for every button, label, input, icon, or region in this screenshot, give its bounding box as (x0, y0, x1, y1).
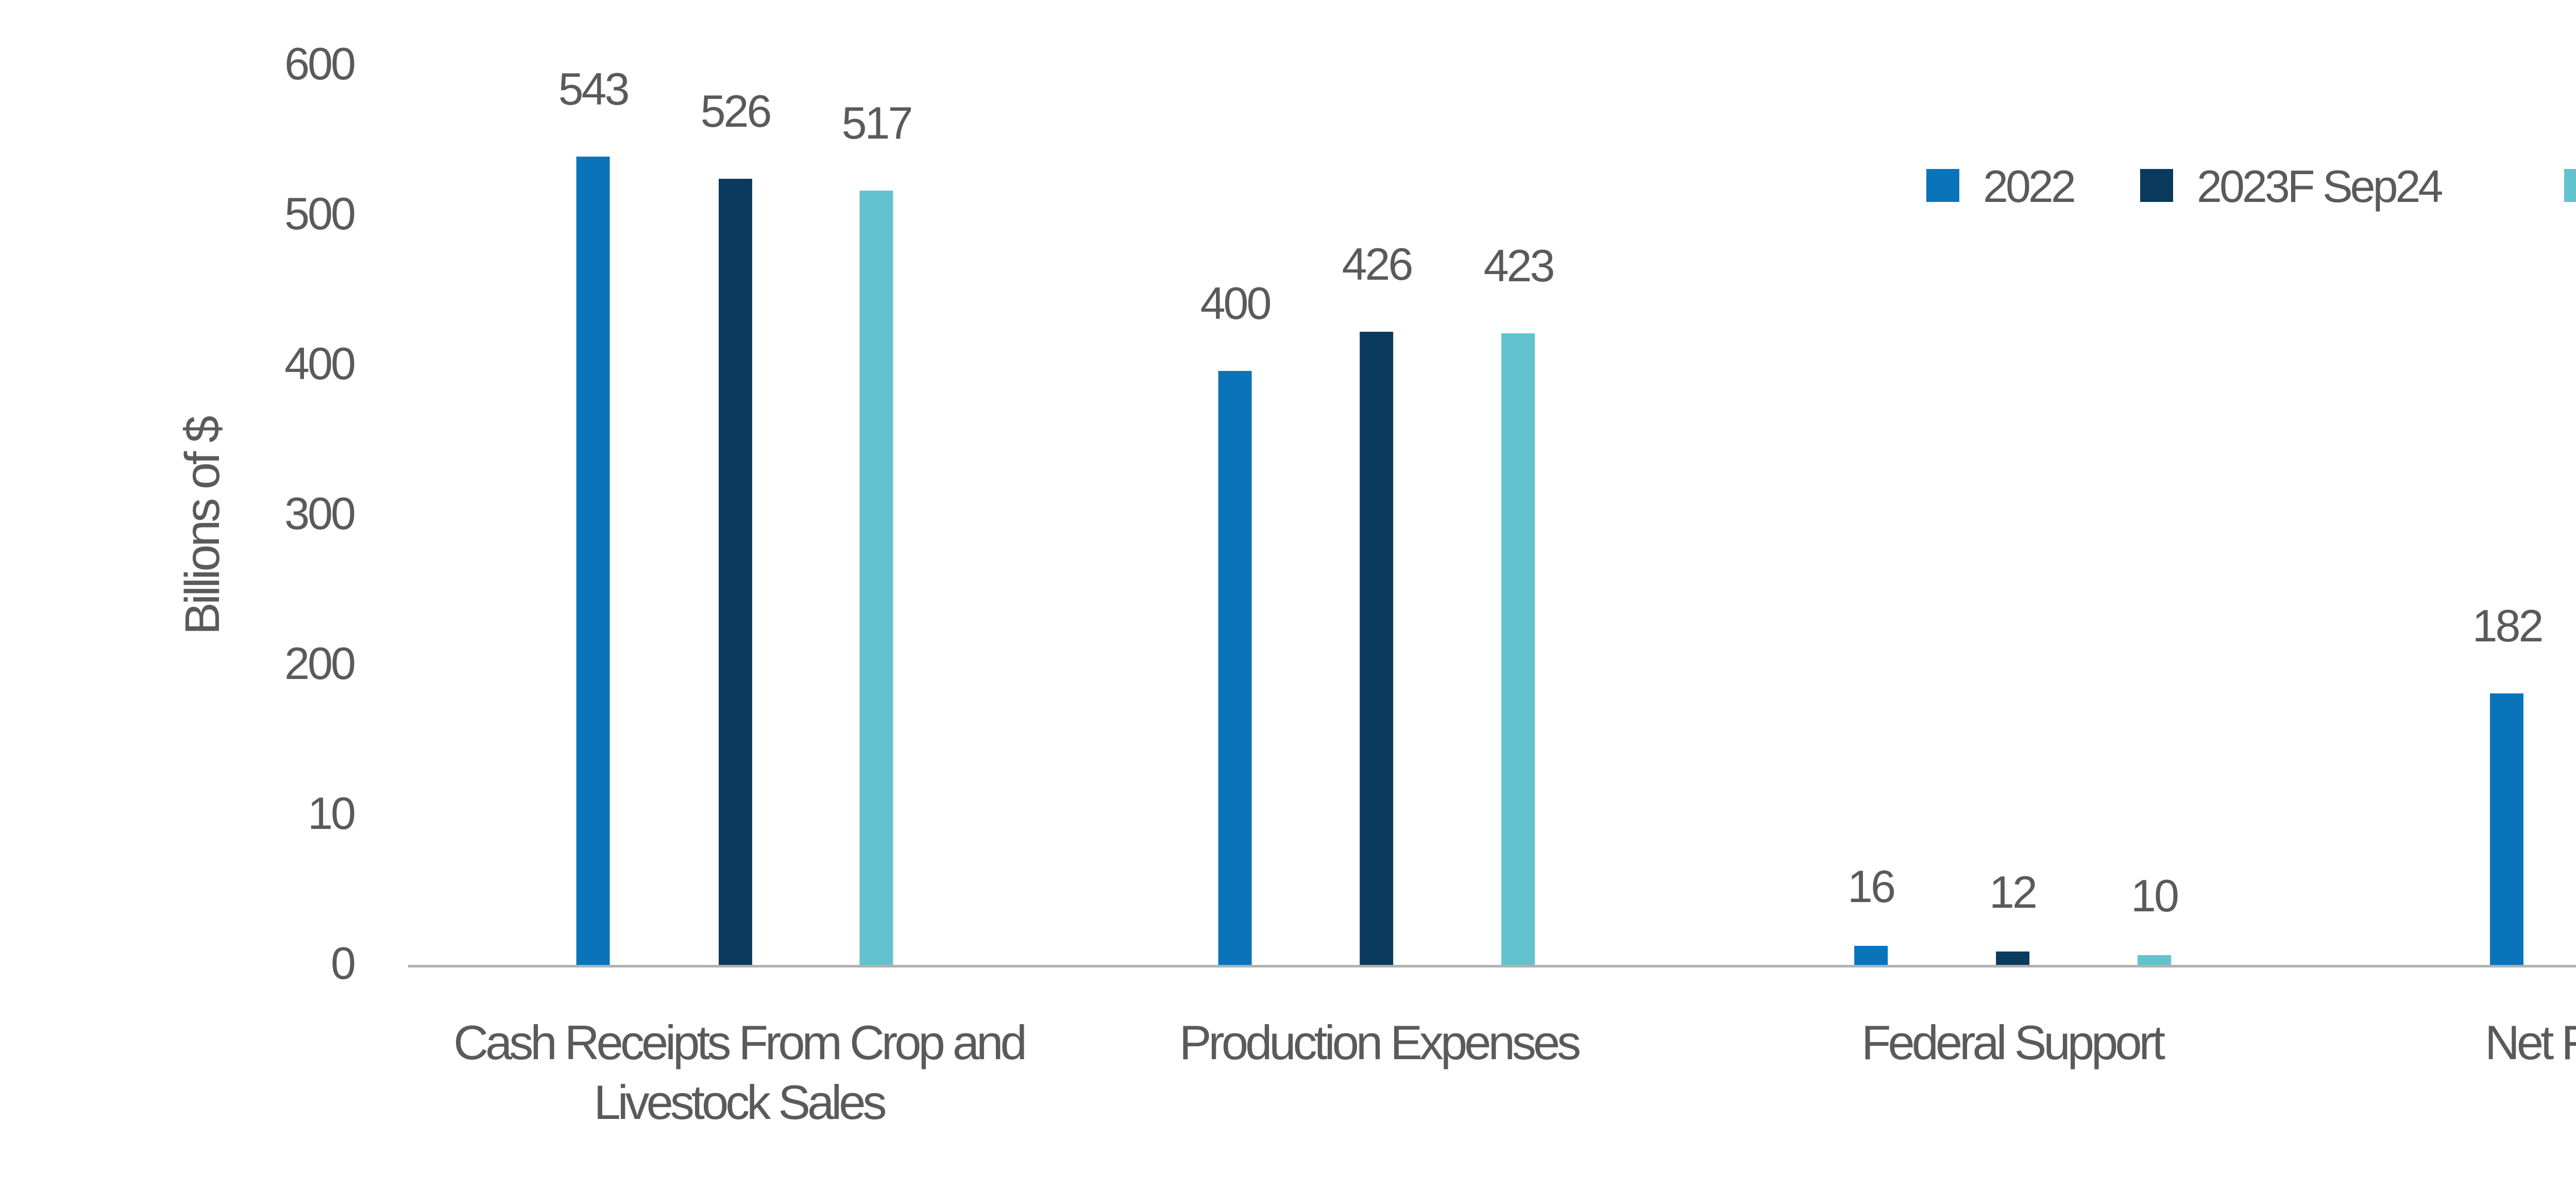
svg-text:182: 182 (2472, 600, 2542, 651)
svg-text:0: 0 (331, 938, 354, 989)
svg-text:517: 517 (842, 97, 911, 148)
svg-text:Livestock Sales: Livestock Sales (594, 1075, 885, 1129)
svg-text:543: 543 (558, 63, 629, 114)
svg-text:500: 500 (284, 188, 354, 239)
svg-text:12: 12 (1989, 867, 2036, 918)
svg-text:Billions of $: Billions of $ (175, 416, 230, 635)
svg-text:300: 300 (284, 488, 354, 539)
svg-text:Production Expenses: Production Expenses (1179, 1015, 1580, 1069)
svg-text:400: 400 (284, 338, 354, 389)
svg-text:Cash Receipts From Crop and: Cash Receipts From Crop and (453, 1015, 1024, 1069)
svg-text:10: 10 (308, 788, 354, 839)
svg-text:423: 423 (1484, 240, 1554, 291)
svg-text:Net Farm Income: Net Farm Income (2485, 1015, 2576, 1069)
svg-text:426: 426 (1342, 239, 1412, 290)
svg-text:16: 16 (1848, 861, 1894, 912)
svg-text:10: 10 (2131, 870, 2178, 921)
svg-text:2022: 2022 (1983, 161, 2074, 212)
svg-text:Federal Support: Federal Support (1861, 1015, 2165, 1069)
svg-text:200: 200 (284, 638, 354, 689)
svg-text:526: 526 (701, 86, 771, 137)
svg-text:400: 400 (1200, 278, 1270, 329)
svg-text:600: 600 (284, 38, 354, 89)
svg-text:2023F Sep24: 2023F Sep24 (2197, 161, 2442, 212)
